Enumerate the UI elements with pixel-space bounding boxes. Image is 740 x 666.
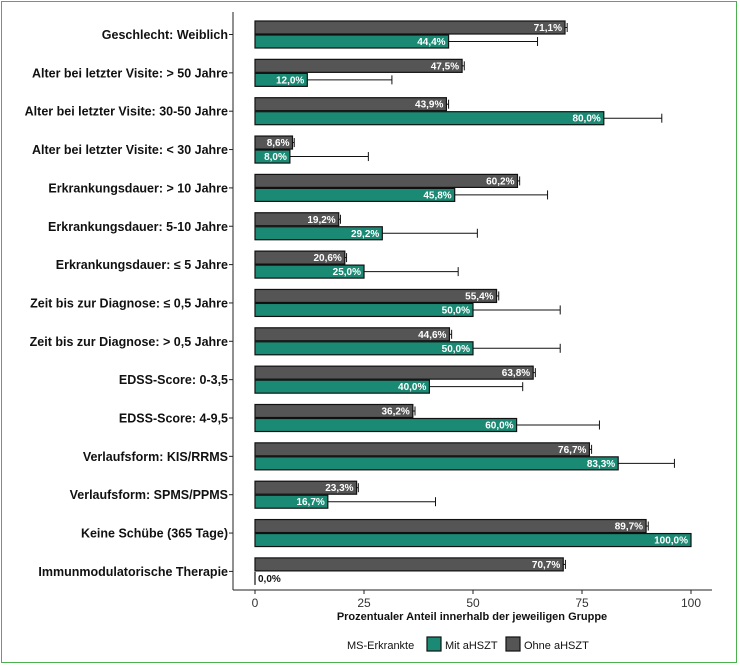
bar-mit-ahszt (254, 417, 518, 433)
x-tick-label: 100 (681, 596, 701, 610)
y-axis-labels: Geschlecht: Weiblich Alter bei letzter Vi… (25, 28, 233, 579)
value-label-mit-ahszt: 80,0% (572, 114, 600, 125)
value-label-mit-ahszt: 45,8% (423, 190, 451, 201)
value-label-mit-ahszt: 8,0% (264, 152, 287, 163)
category-label: Alter bei letzter Visite: < 30 Jahre (32, 143, 228, 157)
bar-mit-ahszt (254, 341, 474, 356)
bar-ohne-ahszt (254, 557, 564, 572)
bar-mit-ahszt (254, 34, 450, 49)
legend-swatch (426, 636, 442, 652)
category-label: Verlaufsform: KIS/RRMS (83, 450, 228, 464)
x-axis-title: Prozentualer Anteil innerhalb der jeweil… (337, 611, 607, 623)
category-label: Erkrankungsdauer: > 10 Jahre (48, 181, 228, 195)
bar-ohne-ahszt (254, 365, 534, 380)
bar-ohne-ahszt (254, 288, 498, 304)
value-label-mit-ahszt: 50,0% (442, 305, 470, 316)
value-label-mit-ahszt: 29,2% (351, 229, 379, 240)
value-label-ohne-ahszt: 8,6% (267, 138, 290, 149)
bar-ohne-ahszt (254, 518, 647, 534)
value-label-mit-ahszt: 0,0% (258, 574, 281, 585)
value-label-mit-ahszt: 83,3% (587, 459, 615, 470)
category-label: EDSS-Score: 0-3,5 (119, 373, 228, 387)
value-label-mit-ahszt: 50,0% (442, 344, 470, 355)
legend: MS-Erkrankte Mit aHSZT Ohne aHSZT (347, 636, 589, 652)
category-label: Keine Schübe (365 Tage) (81, 527, 228, 541)
legend-title: MS-Erkrankte (347, 640, 414, 652)
value-label-mit-ahszt: 16,7% (296, 497, 324, 508)
bars: 71,1% 44,4% 47,5% 12,0% 43,9% 80,0% 8,6% 8,0% 60… (254, 20, 692, 585)
legend-swatch (505, 636, 521, 652)
category-label: Immunmodulatorische Therapie (38, 565, 228, 579)
x-tick-label: 25 (357, 596, 371, 610)
value-label-ohne-ahszt: 70,7% (532, 560, 560, 571)
category-label: Alter bei letzter Visite: > 50 Jahre (32, 66, 228, 80)
value-label-mit-ahszt: 40,0% (398, 382, 426, 393)
legend-entry-label: Mit aHSZT (445, 640, 498, 652)
category-label: Alter bei letzter Visite: 30-50 Jahre (25, 105, 228, 119)
value-label-mit-ahszt: 12,0% (276, 75, 304, 86)
x-tick-label: 50 (466, 596, 480, 610)
legend-entry-label: Ohne aHSZT (524, 640, 589, 652)
value-label-mit-ahszt: 60,0% (485, 421, 513, 432)
value-label-ohne-ahszt: 23,3% (325, 483, 353, 494)
value-label-ohne-ahszt: 76,7% (558, 445, 586, 456)
bar-mit-ahszt (254, 302, 474, 318)
x-tick-label: 75 (575, 596, 589, 610)
category-label: Erkrankungsdauer: 5-10 Jahre (48, 220, 228, 234)
value-label-ohne-ahszt: 63,8% (502, 368, 530, 379)
value-label-mit-ahszt: 25,0% (333, 267, 361, 278)
value-label-ohne-ahszt: 43,9% (415, 100, 443, 111)
bar-mit-ahszt (254, 532, 692, 548)
x-axis-ticks: 0 25 50 75 100 (252, 590, 701, 610)
value-label-ohne-ahszt: 60,2% (486, 176, 514, 187)
bar-mit-ahszt (254, 111, 605, 126)
value-label-mit-ahszt: 100,0% (654, 536, 688, 547)
value-label-ohne-ahszt: 20,6% (313, 253, 341, 264)
category-label: Geschlecht: Weiblich (102, 28, 228, 42)
category-label: Zeit bis zur Diagnose: > 0,5 Jahre (30, 335, 228, 349)
bar-ohne-ahszt (254, 442, 591, 457)
value-label-ohne-ahszt: 89,7% (615, 522, 643, 533)
category-label: Zeit bis zur Diagnose: ≤ 0,5 Jahre (30, 296, 228, 310)
category-label: Erkrankungsdauer: ≤ 5 Jahre (56, 258, 228, 272)
value-label-ohne-ahszt: 71,1% (534, 23, 562, 34)
value-label-mit-ahszt: 44,4% (417, 37, 445, 48)
value-label-ohne-ahszt: 47,5% (431, 61, 459, 72)
bar-mit-ahszt (254, 456, 619, 471)
value-label-ohne-ahszt: 55,4% (465, 291, 493, 302)
value-label-ohne-ahszt: 44,6% (418, 330, 446, 341)
value-label-ohne-ahszt: 19,2% (307, 215, 335, 226)
category-label: EDSS-Score: 4-9,5 (119, 412, 228, 426)
value-label-ohne-ahszt: 36,2% (381, 407, 409, 418)
category-label: Verlaufsform: SPMS/PPMS (70, 488, 228, 502)
x-tick-label: 0 (252, 596, 259, 610)
bar-ohne-ahszt (254, 173, 519, 188)
bar-ohne-ahszt (254, 20, 566, 35)
